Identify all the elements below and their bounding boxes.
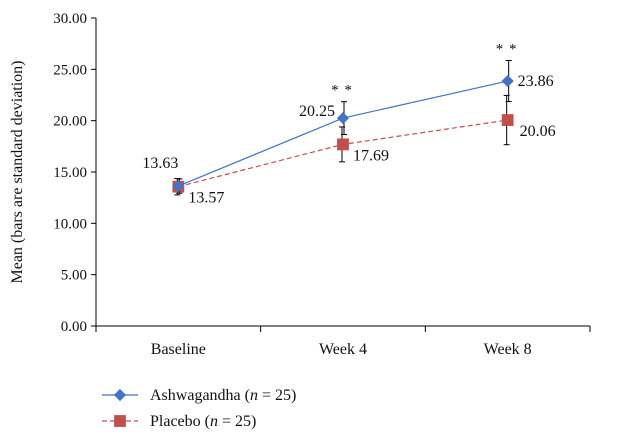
x-category-label: Baseline bbox=[151, 341, 206, 358]
y-axis: 0.00 5.00 10.00 15.00 20.00 25.00 30.00 bbox=[53, 11, 97, 335]
data-point bbox=[501, 114, 514, 126]
legend-marker bbox=[114, 415, 126, 427]
legend: Ashwagandha (n = 25) Placebo (n = 25) bbox=[102, 387, 296, 430]
data-label: 23.86 bbox=[518, 73, 554, 90]
y-tick-label: 5.00 bbox=[61, 268, 87, 284]
y-tick-label: 15.00 bbox=[53, 165, 87, 181]
series-ashwagandha bbox=[172, 60, 514, 194]
legend-marker bbox=[113, 388, 127, 402]
y-axis-title: Mean (bars are standard deviation) bbox=[9, 60, 26, 283]
y-tick-label: 10.00 bbox=[53, 216, 87, 232]
legend-label: Placebo (n = 25) bbox=[150, 413, 256, 430]
legend-item: Ashwagandha (n = 25) bbox=[102, 387, 296, 404]
series-placebo bbox=[172, 94, 514, 196]
series-layer bbox=[172, 60, 514, 196]
x-category-label: Week 4 bbox=[319, 341, 367, 358]
significance-marker: * * bbox=[331, 83, 353, 99]
data-point bbox=[336, 112, 350, 125]
y-tick-label: 30.00 bbox=[53, 11, 87, 27]
y-tick-label: 25.00 bbox=[53, 62, 87, 78]
data-label: 13.57 bbox=[188, 190, 224, 207]
data-label: 20.06 bbox=[520, 123, 556, 140]
data-point bbox=[337, 138, 349, 151]
legend-label: Ashwagandha (n = 25) bbox=[150, 387, 296, 404]
data-point bbox=[172, 179, 185, 193]
series-line bbox=[178, 119, 508, 188]
data-label: 20.25 bbox=[299, 103, 335, 120]
x-category-label: Week 8 bbox=[484, 341, 532, 358]
data-labels: 13.63 20.25 23.86 13.57 17.69 20.06 * * * * bbox=[142, 42, 555, 207]
significance-marker: * * bbox=[496, 42, 518, 58]
y-tick-label: 20.00 bbox=[53, 114, 87, 130]
y-tick-label: 0.00 bbox=[61, 319, 87, 335]
x-axis: Baseline Week 4 Week 8 bbox=[95, 325, 591, 358]
data-label: 13.63 bbox=[142, 155, 178, 172]
legend-item: Placebo (n = 25) bbox=[102, 413, 256, 430]
data-label: 17.69 bbox=[353, 147, 389, 164]
data-point bbox=[501, 74, 514, 88]
